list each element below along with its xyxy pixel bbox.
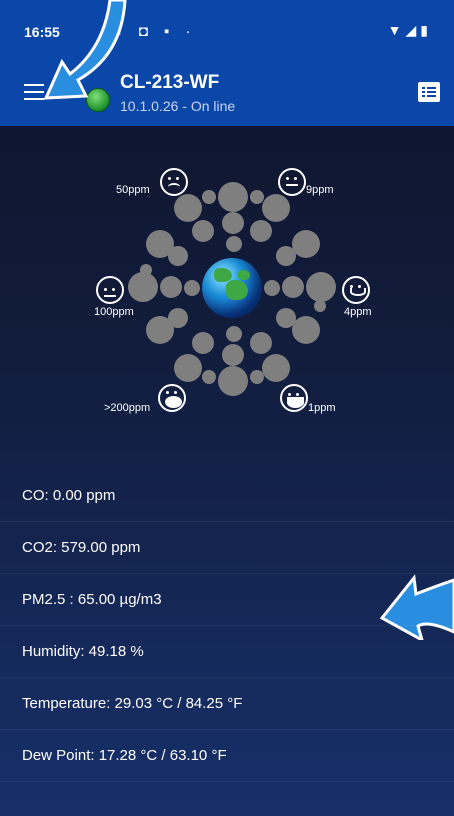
reading-co-text: CO: 0.00 ppm <box>22 487 116 504</box>
online-status-dot <box>86 88 110 112</box>
feedback-icon[interactable] <box>418 82 440 102</box>
status-bar: 16:55 ✕ ◘ ▪ · ▼◢▮ <box>0 0 454 62</box>
readings-list: CO: 0.00 ppm CO2: 579.00 ppm PM2.5 : 65.… <box>0 470 454 782</box>
reading-humidity: Humidity: 49.18 % <box>0 626 454 678</box>
reading-dew-point: Dew Point: 17.28 °C / 63.10 °F <box>0 730 454 782</box>
label-9ppm: 9ppm <box>306 184 334 196</box>
annotation-arrow-right <box>380 574 454 640</box>
notification-icons: ✕ ◘ ▪ · <box>110 23 197 40</box>
reading-pm25: PM2.5 : 65.00 µg/m3 <box>0 574 454 626</box>
label-4ppm: 4ppm <box>344 306 372 318</box>
reading-humidity-text: Humidity: 49.18 % <box>22 643 144 660</box>
label-50ppm: 50ppm <box>116 184 150 196</box>
label-200ppm: >200ppm <box>104 402 151 414</box>
label-1ppm: 1ppm <box>308 402 336 414</box>
reading-temperature-text: Temperature: 29.03 °C / 84.25 °F <box>22 695 243 712</box>
smile-face-icon <box>342 276 370 304</box>
reading-temperature: Temperature: 29.03 °C / 84.25 °F <box>0 678 454 730</box>
reading-dew-point-text: Dew Point: 17.28 °C / 63.10 °F <box>22 747 227 764</box>
uneasy-face-icon <box>96 276 124 304</box>
laughing-face-icon <box>280 384 308 412</box>
label-100ppm: 100ppm <box>94 306 134 318</box>
menu-icon[interactable] <box>24 84 44 100</box>
status-time: 16:55 <box>24 24 60 40</box>
sad-face-icon <box>160 168 188 196</box>
device-title: CL-213-WF <box>120 72 220 93</box>
annotation-arrow-top <box>43 0 127 100</box>
reading-co: CO: 0.00 ppm <box>0 470 454 522</box>
distressed-face-icon <box>158 384 186 412</box>
signal-battery-icons: ▼◢▮ <box>387 22 432 38</box>
earth-icon <box>202 258 262 318</box>
reading-co2: CO2: 579.00 ppm <box>0 522 454 574</box>
neutral-face-icon <box>278 168 306 196</box>
reading-co2-text: CO2: 579.00 ppm <box>22 539 141 556</box>
reading-pm25-text: PM2.5 : 65.00 µg/m3 <box>22 591 162 608</box>
device-subtitle: 10.1.0.26 - On line <box>120 98 236 114</box>
